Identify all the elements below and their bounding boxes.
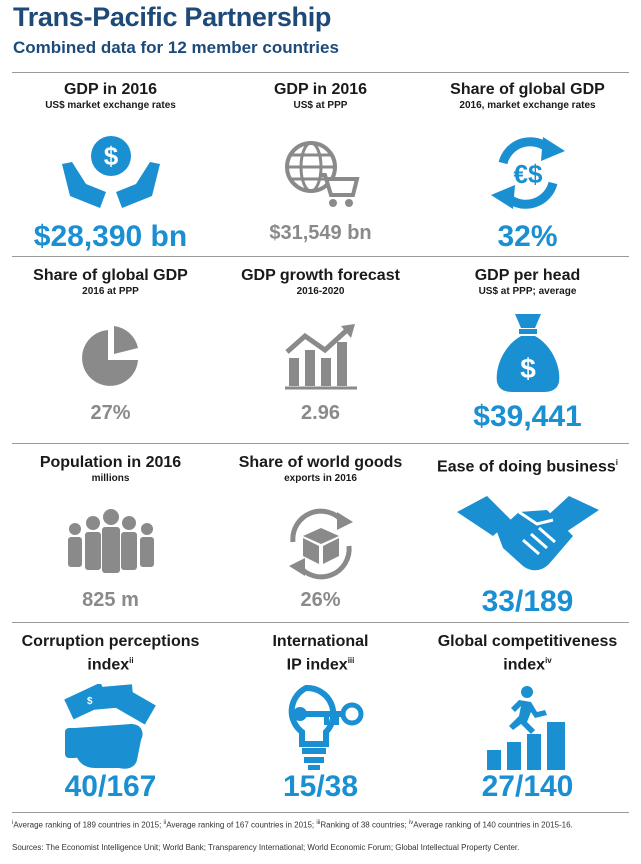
- stat-value: $39,441: [473, 400, 582, 433]
- stat-corruption-index: Corruption perceptions indexii $ 40/167: [8, 632, 213, 810]
- divider: [12, 812, 629, 813]
- stat-subheading: exports in 2016: [284, 473, 357, 484]
- stat-gdp-growth: GDP growth forecast 2016-2020 2.96: [218, 266, 423, 441]
- stat-heading: Share of global GDP: [450, 81, 605, 98]
- stat-subheading: 2016 at PPP: [82, 286, 139, 297]
- stat-heading-line2: IP indexiii: [286, 656, 355, 674]
- money-bag-icon: $: [425, 312, 630, 394]
- stat-heading: GDP in 2016: [63, 81, 158, 98]
- svg-text:$: $: [520, 353, 536, 384]
- svg-text:$: $: [87, 696, 93, 707]
- stat-gdp-market: GDP in 2016 US$ market exchange rates $ …: [8, 80, 213, 255]
- globe-cart-icon: [218, 132, 423, 214]
- stat-value: 15/38: [282, 770, 359, 803]
- svg-text:$: $: [103, 141, 118, 171]
- stat-value: 2.96: [301, 402, 340, 424]
- stat-gdp-ppp: GDP in 2016 US$ at PPP $31,549 bn: [218, 80, 423, 255]
- hand-cash-icon: $: [8, 684, 213, 772]
- stat-heading: Ease of doing businessi: [437, 458, 618, 476]
- stat-subheading: 2016-2020: [296, 286, 345, 297]
- stat-ease-business: Ease of doing businessi 33/189: [425, 453, 630, 621]
- stat-world-exports: Share of world goods exports in 2016 26%: [218, 453, 423, 621]
- stat-value: 26%: [300, 589, 341, 611]
- stat-competitiveness-index: Global competitiveness indexiv 27/140: [425, 632, 630, 810]
- pie-chart-icon: [8, 316, 213, 398]
- stat-gdp-per-head: GDP per head US$ at PPP; average $ $39,4…: [425, 266, 630, 441]
- page-title: Trans-Pacific Partnership: [13, 2, 332, 32]
- stat-value: 825 m: [82, 589, 139, 611]
- stat-heading: GDP in 2016: [273, 81, 368, 98]
- stat-share-gdp-market: Share of global GDP 2016, market exchang…: [425, 80, 630, 255]
- divider: [12, 443, 629, 444]
- stat-heading: Population in 2016: [39, 454, 182, 471]
- stat-heading: International: [272, 633, 369, 650]
- stat-value: 27/140: [481, 770, 574, 803]
- stat-value: 33/189: [481, 585, 574, 618]
- stat-heading-line2: indexiv: [503, 656, 552, 674]
- stat-subheading: US$ at PPP; average: [478, 286, 577, 297]
- stat-heading: GDP per head: [474, 267, 581, 284]
- stat-population: Population in 2016 millions 825 m: [8, 453, 213, 621]
- stat-heading-line2: indexii: [87, 656, 134, 674]
- growth-chart-icon: [218, 316, 423, 398]
- hands-dollar-icon: $: [8, 132, 213, 214]
- stat-subheading: 2016, market exchange rates: [459, 100, 596, 111]
- stat-value: 32%: [497, 220, 558, 253]
- stat-subheading: US$ market exchange rates: [45, 100, 176, 111]
- page-subtitle: Combined data for 12 member countries: [13, 38, 339, 57]
- stat-subheading: US$ at PPP: [293, 100, 348, 111]
- divider: [12, 72, 629, 73]
- stat-value: $28,390 bn: [33, 220, 188, 253]
- stat-subheading: millions: [91, 473, 130, 484]
- stat-heading: GDP growth forecast: [241, 267, 400, 284]
- people-group-icon: [8, 503, 213, 585]
- stat-heading: Share of world goods: [238, 454, 403, 471]
- stat-share-gdp-ppp: Share of global GDP 2016 at PPP 27%: [8, 266, 213, 441]
- stat-value: 27%: [90, 402, 131, 424]
- divider: [12, 622, 629, 623]
- stat-value: 40/167: [64, 770, 157, 803]
- runner-bars-icon: [425, 684, 630, 772]
- handshake-icon: [425, 491, 630, 573]
- stat-heading: Global competitiveness: [437, 633, 618, 650]
- stat-heading: Corruption perceptions: [21, 633, 200, 650]
- box-cycle-icon: [218, 503, 423, 585]
- footnotes: iAverage ranking of 189 countries in 201…: [12, 820, 573, 830]
- euro-dollar-exchange-icon: €$: [425, 132, 630, 214]
- divider: [12, 256, 629, 257]
- sources-note: Sources: The Economist Intelligence Unit…: [12, 843, 520, 852]
- stat-heading: Share of global GDP: [33, 267, 188, 284]
- bulb-key-icon: [218, 684, 423, 772]
- stat-value: $31,549 bn: [269, 222, 372, 244]
- stat-ip-index: International IP indexiii 15/38: [218, 632, 423, 810]
- svg-text:€$: €$: [513, 159, 542, 189]
